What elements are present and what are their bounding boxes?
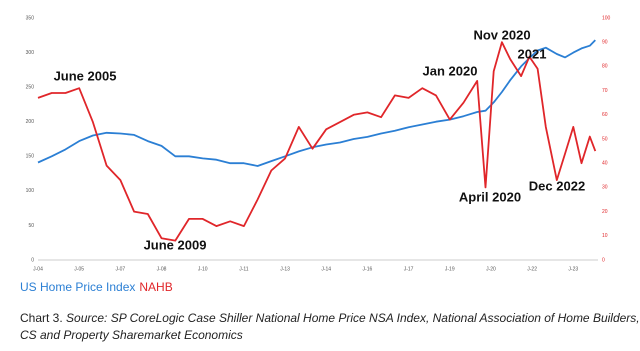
y2-tick-label: 80	[602, 64, 608, 70]
x-tick-label: J-11	[239, 266, 249, 272]
x-tick-label: J-08	[157, 266, 167, 272]
y2-tick-label: 100	[602, 15, 611, 21]
y2-tick-label: 40	[602, 161, 608, 167]
y-tick-label: 0	[31, 257, 34, 263]
chart: 0 50 100 150 200 250 300 350 0 10 20 30 40 50 60 70 80 90…	[26, 15, 611, 272]
y-tick-label: 50	[28, 223, 34, 229]
x-tick-label: J-23	[568, 266, 578, 272]
annotation: Nov 2020	[473, 27, 530, 42]
x-tick-label: J-20	[486, 266, 496, 272]
legend-entry: NAHB	[139, 280, 173, 294]
y2-tick-label: 90	[602, 40, 608, 46]
y-tick-label: 300	[26, 50, 35, 56]
x-tick-label: J-14	[321, 266, 331, 272]
x-tick-label: J-05	[74, 266, 84, 272]
legend: US Home Price Index NAHB	[20, 280, 177, 294]
y-tick-label: 150	[26, 154, 35, 160]
y2-tick-label: 0	[602, 257, 605, 263]
y2-tick-label: 10	[602, 233, 608, 239]
x-tick-label: J-07	[115, 266, 125, 272]
annotation: Jan 2020	[423, 63, 478, 78]
y-tick-label: 100	[26, 188, 35, 194]
annotation: June 2005	[54, 68, 117, 83]
caption-label: Chart 3.	[20, 311, 63, 325]
annotation: April 2020	[459, 189, 521, 204]
x-tick-label: J-04	[33, 266, 43, 272]
caption-source: Source: SP CoreLogic Case Shiller Nation…	[20, 311, 640, 342]
y2-tick-label: 30	[602, 185, 608, 191]
annotation: Dec 2022	[529, 178, 585, 193]
x-tick-label: J-13	[280, 266, 290, 272]
y-tick-label: 350	[26, 15, 35, 21]
x-tick-label: J-22	[527, 266, 537, 272]
y-tick-label: 250	[26, 84, 35, 90]
y-tick-label: 200	[26, 119, 35, 125]
y2-tick-label: 20	[602, 209, 608, 215]
x-tick-label: J-19	[445, 266, 455, 272]
annotation: 2021	[518, 46, 547, 61]
annotation: June 2009	[144, 237, 207, 252]
caption: Chart 3. Source: SP CoreLogic Case Shill…	[20, 310, 640, 344]
series-line	[37, 39, 596, 167]
y2-tick-label: 70	[602, 88, 608, 94]
series-line	[37, 41, 597, 242]
legend-entry: US Home Price Index	[20, 280, 136, 294]
x-tick-label: J-10	[198, 266, 208, 272]
x-tick-label: J-16	[363, 266, 373, 272]
x-tick-label: J-17	[404, 266, 414, 272]
y2-tick-label: 50	[602, 136, 608, 142]
y2-tick-label: 60	[602, 112, 608, 118]
